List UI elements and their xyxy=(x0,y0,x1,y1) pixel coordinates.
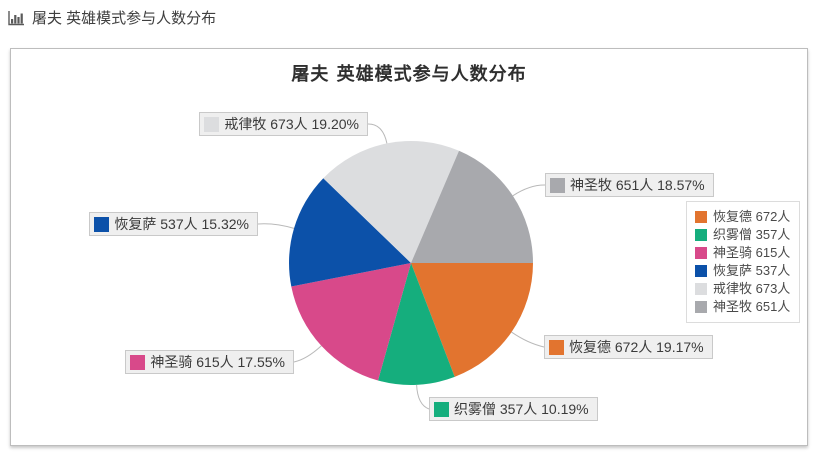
page-header: 屠夫 英雄模式参与人数分布 xyxy=(8,7,216,28)
legend-swatch xyxy=(695,247,707,259)
legend-label: 织雾僧 357人 xyxy=(713,227,791,242)
bar-chart-icon xyxy=(8,10,24,25)
callout-text: 神圣牧 651人 18.57% xyxy=(570,177,705,193)
legend-label: 恢复德 672人 xyxy=(713,209,791,224)
callout-swatch xyxy=(130,354,146,370)
chart-title: 屠夫 英雄模式参与人数分布 xyxy=(291,64,527,85)
callout-text: 恢复萨 537人 15.32% xyxy=(114,216,249,232)
legend-label: 戒律牧 673人 xyxy=(713,281,791,296)
callout-leader-line xyxy=(293,345,322,363)
callout-leader-line xyxy=(416,384,430,410)
legend-item[interactable]: 恢复德 672人 xyxy=(695,210,791,224)
legend-item[interactable]: 织雾僧 357人 xyxy=(695,228,791,242)
legend-swatch xyxy=(695,229,707,241)
page-header-title: 屠夫 英雄模式参与人数分布 xyxy=(32,10,217,27)
callout-leader-line xyxy=(367,123,388,144)
pie-slice-3[interactable] xyxy=(291,263,411,381)
pie-slice-4[interactable] xyxy=(289,178,411,287)
pie-callout-label: 恢复萨 537人 15.32% xyxy=(89,212,258,236)
callout-leader-line xyxy=(511,331,545,348)
callout-text: 戒律牧 673人 19.20% xyxy=(224,116,359,132)
legend-swatch xyxy=(695,283,707,295)
pie-callout-label: 神圣骑 615人 17.55% xyxy=(125,350,294,374)
legend-item[interactable]: 恢复萨 537人 xyxy=(695,264,791,278)
legend-swatch xyxy=(695,265,707,277)
pie-slice-5[interactable] xyxy=(323,140,459,263)
callout-text: 恢复德 672人 19.17% xyxy=(569,339,704,355)
callout-swatch xyxy=(550,177,565,193)
pie-slice-2[interactable] xyxy=(378,263,455,386)
pie-callout-label: 恢复德 672人 19.17% xyxy=(544,335,713,359)
callout-leader-line xyxy=(257,223,295,229)
callout-leader-line xyxy=(512,184,546,197)
callout-swatch xyxy=(94,216,110,232)
callout-text: 织雾僧 357人 10.19% xyxy=(454,401,589,417)
callout-text: 神圣骑 615人 17.55% xyxy=(150,354,285,370)
legend-item[interactable]: 神圣牧 651人 xyxy=(695,300,791,314)
callout-swatch xyxy=(204,116,220,132)
legend-item[interactable]: 神圣骑 615人 xyxy=(695,246,791,260)
legend-item[interactable]: 戒律牧 673人 xyxy=(695,282,791,296)
pie-slice-6[interactable] xyxy=(411,150,534,263)
legend-label: 恢复萨 537人 xyxy=(713,263,791,278)
callout-swatch xyxy=(549,339,564,355)
pie-callout-label: 织雾僧 357人 10.19% xyxy=(429,397,598,421)
pie-callout-label: 神圣牧 651人 18.57% xyxy=(545,173,714,197)
pie-callout-label: 戒律牧 673人 19.20% xyxy=(199,112,368,136)
legend: 恢复德 672人 织雾僧 357人 神圣骑 615人 恢复萨 537人 戒律牧 673人… xyxy=(686,201,800,323)
legend-label: 神圣骑 615人 xyxy=(713,245,791,260)
legend-swatch xyxy=(695,301,707,313)
legend-swatch xyxy=(695,211,707,223)
pie-slice-1[interactable] xyxy=(411,263,533,377)
callout-swatch xyxy=(434,401,449,417)
legend-label: 神圣牧 651人 xyxy=(713,299,791,314)
